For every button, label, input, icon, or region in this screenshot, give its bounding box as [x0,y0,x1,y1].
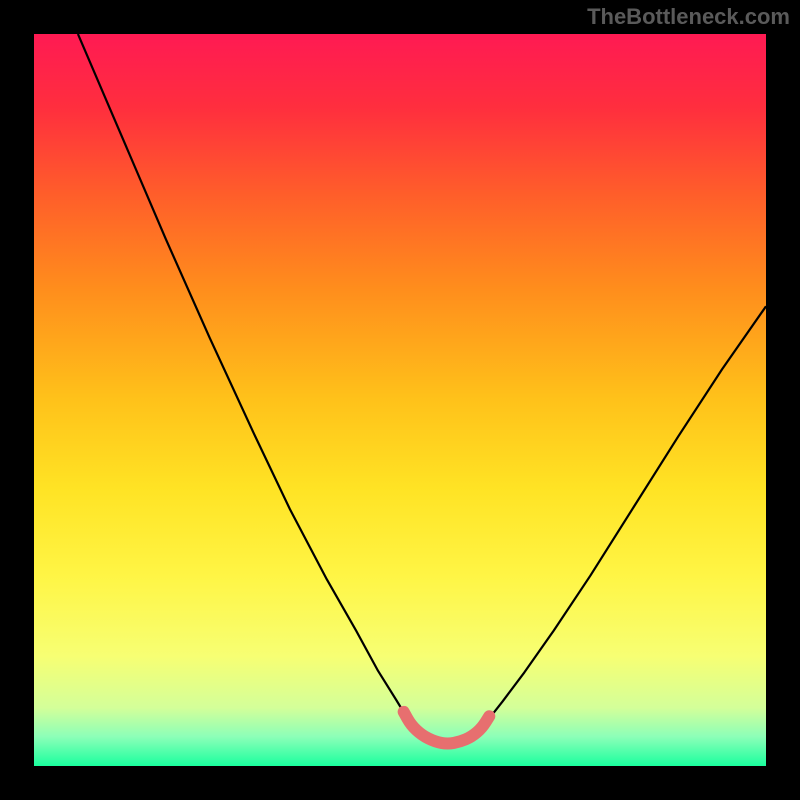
chart-container: TheBottleneck.com [0,0,800,800]
curve-right [486,306,766,722]
bottom-highlight [404,712,490,744]
curve-left [78,34,409,721]
plot-area [34,34,766,766]
curve-layer [34,34,766,766]
watermark-text: TheBottleneck.com [587,4,790,30]
